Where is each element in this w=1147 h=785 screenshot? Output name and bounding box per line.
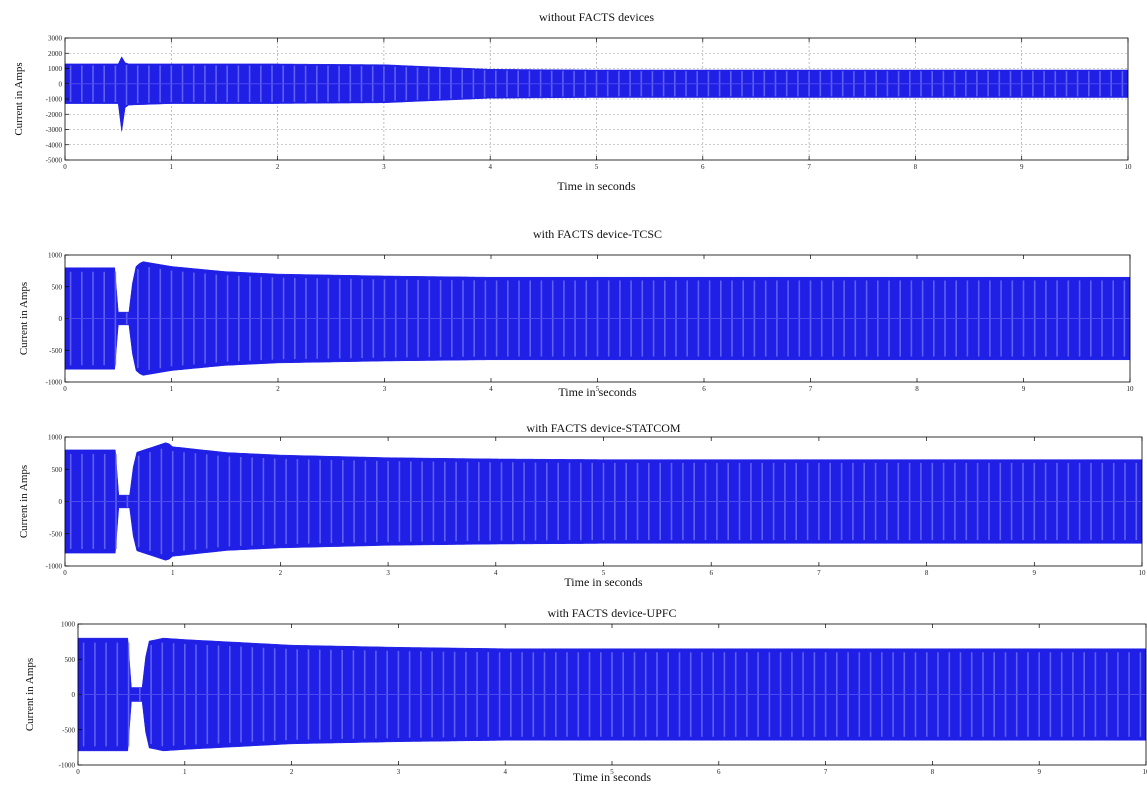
x-tick-label: 4 [489, 385, 493, 393]
x-tick-label: 5 [610, 768, 614, 776]
x-tick-label: 6 [702, 385, 706, 393]
x-tick-label: 4 [503, 768, 507, 776]
y-tick-label: 0 [72, 691, 76, 699]
x-tick-label: 4 [494, 569, 498, 577]
y-tick-label: -1000 [46, 563, 63, 571]
x-tick-label: 7 [824, 768, 828, 776]
x-tick-label: 1 [170, 385, 174, 393]
y-tick-label: 500 [52, 283, 63, 291]
y-tick-label: -1000 [46, 379, 63, 387]
y-tick-label: -5000 [46, 157, 63, 165]
x-tick-label: 0 [63, 385, 67, 393]
x-tick-label: 0 [76, 768, 80, 776]
y-axis-label: Current in Amps [18, 465, 30, 538]
y-tick-label: -1000 [59, 762, 76, 770]
x-tick-label: 2 [279, 569, 283, 577]
x-tick-label: 3 [382, 163, 386, 171]
x-tick-label: 0 [63, 163, 67, 171]
x-tick-label: 6 [709, 569, 713, 577]
x-tick-label: 6 [701, 163, 705, 171]
subplot-2: 0 1 2 3 4 5 6 7 8 9 10 1000 500 0 -500 -1000 with FACTS … [18, 227, 1134, 399]
x-tick-label: 4 [488, 163, 492, 171]
x-tick-label: 0 [63, 569, 67, 577]
chart-title: with FACTS device-UPFC [547, 606, 676, 620]
y-tick-label: 2000 [48, 50, 63, 58]
x-tick-label: 9 [1033, 569, 1037, 577]
x-tick-label: 5 [596, 385, 600, 393]
x-tick-label: 10 [1125, 163, 1133, 171]
x-tick-label: 1 [171, 569, 175, 577]
x-axis-label: Time in seconds [564, 575, 643, 589]
y-tick-label: 0 [59, 498, 63, 506]
subplot-1: 0 1 2 3 4 5 6 7 8 9 10 3000 2000 1000 0 -1000 -2000 -3000… [13, 10, 1132, 193]
x-tick-label: 8 [915, 385, 919, 393]
chart-title: with FACTS device-TCSC [533, 227, 662, 241]
y-tick-label: 1000 [61, 621, 76, 629]
y-tick-label: -1000 [46, 96, 63, 104]
y-tick-label: 500 [52, 466, 63, 474]
x-tick-label: 7 [807, 163, 811, 171]
x-tick-label: 8 [914, 163, 918, 171]
subplot-3: 0 1 2 3 4 5 6 7 8 9 10 1000 500 0 -500 -1000 with FACTS … [18, 421, 1146, 589]
x-tick-label: 7 [809, 385, 813, 393]
chart-title: without FACTS devices [539, 10, 654, 24]
x-tick-label: 3 [386, 569, 390, 577]
x-tick-label: 10 [1143, 768, 1147, 776]
x-tick-label: 2 [276, 385, 280, 393]
y-axis-label: Current in Amps [24, 658, 36, 731]
y-tick-label: 3000 [48, 35, 63, 43]
y-tick-label: -4000 [46, 141, 63, 149]
x-tick-label: 10 [1127, 385, 1135, 393]
y-axis-label: Current in Amps [18, 282, 30, 355]
x-axis-label: Time in seconds [557, 179, 636, 193]
x-tick-label: 10 [1139, 569, 1147, 577]
x-axis-label: Time in seconds [573, 770, 652, 784]
subplot-4: 0 1 2 3 4 5 6 7 8 9 10 1000 500 0 -500 -1000 with FACTS … [24, 606, 1147, 784]
x-axis-label: Time in seconds [558, 385, 637, 399]
x-tick-label: 2 [290, 768, 294, 776]
x-tick-label: 1 [183, 768, 187, 776]
x-tick-label: 5 [602, 569, 606, 577]
y-tick-label: -500 [49, 347, 62, 355]
y-tick-label: 1000 [48, 65, 63, 73]
y-tick-label: 1000 [48, 434, 63, 442]
x-tick-label: 9 [1037, 768, 1041, 776]
x-tick-label: 8 [925, 569, 929, 577]
x-tick-label: 2 [276, 163, 280, 171]
y-tick-label: 1000 [48, 252, 63, 260]
x-tick-label: 8 [931, 768, 935, 776]
y-tick-label: 0 [59, 315, 63, 323]
chart-title: with FACTS device-STATCOM [526, 421, 680, 435]
x-tick-label: 9 [1020, 163, 1024, 171]
y-tick-label: 500 [65, 656, 76, 664]
x-tick-label: 7 [817, 569, 821, 577]
y-tick-label: 0 [59, 80, 63, 88]
x-tick-label: 3 [383, 385, 387, 393]
x-tick-label: 5 [595, 163, 599, 171]
y-axis-label: Current in Amps [13, 62, 25, 135]
y-tick-label: -2000 [46, 111, 63, 119]
y-tick-label: -500 [49, 530, 62, 538]
x-tick-label: 3 [397, 768, 401, 776]
x-tick-label: 1 [170, 163, 174, 171]
y-tick-label: -3000 [46, 126, 63, 134]
x-tick-label: 9 [1022, 385, 1026, 393]
x-tick-label: 6 [717, 768, 721, 776]
y-tick-label: -500 [62, 726, 75, 734]
